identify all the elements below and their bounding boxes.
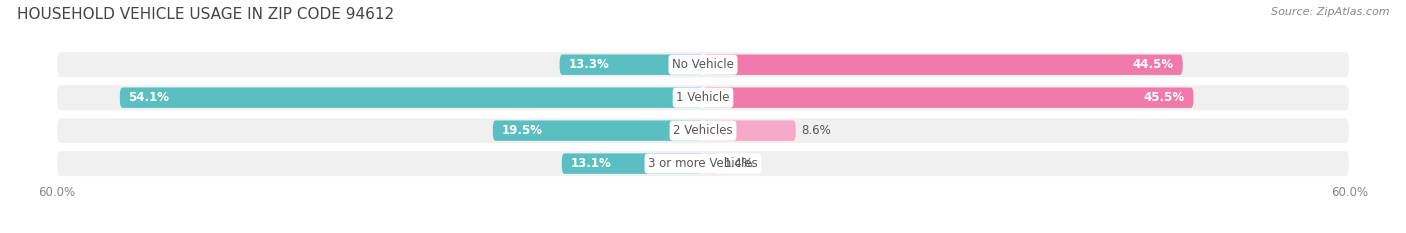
Text: HOUSEHOLD VEHICLE USAGE IN ZIP CODE 94612: HOUSEHOLD VEHICLE USAGE IN ZIP CODE 9461… (17, 7, 394, 22)
Text: 19.5%: 19.5% (502, 124, 543, 137)
Text: 1 Vehicle: 1 Vehicle (676, 91, 730, 104)
Text: 2 Vehicles: 2 Vehicles (673, 124, 733, 137)
FancyBboxPatch shape (703, 87, 1194, 108)
Text: Source: ZipAtlas.com: Source: ZipAtlas.com (1271, 7, 1389, 17)
Text: 3 or more Vehicles: 3 or more Vehicles (648, 157, 758, 170)
Text: 13.3%: 13.3% (568, 58, 609, 71)
FancyBboxPatch shape (56, 51, 1350, 78)
FancyBboxPatch shape (560, 55, 703, 75)
Text: 54.1%: 54.1% (128, 91, 170, 104)
Text: 8.6%: 8.6% (801, 124, 831, 137)
Text: 45.5%: 45.5% (1143, 91, 1185, 104)
FancyBboxPatch shape (703, 55, 1182, 75)
Text: No Vehicle: No Vehicle (672, 58, 734, 71)
Text: 44.5%: 44.5% (1133, 58, 1174, 71)
FancyBboxPatch shape (562, 153, 703, 174)
Text: 1.4%: 1.4% (724, 157, 754, 170)
Text: 13.1%: 13.1% (571, 157, 612, 170)
FancyBboxPatch shape (703, 153, 718, 174)
FancyBboxPatch shape (56, 150, 1350, 177)
FancyBboxPatch shape (56, 117, 1350, 144)
FancyBboxPatch shape (494, 120, 703, 141)
FancyBboxPatch shape (703, 120, 796, 141)
FancyBboxPatch shape (120, 87, 703, 108)
FancyBboxPatch shape (56, 84, 1350, 111)
